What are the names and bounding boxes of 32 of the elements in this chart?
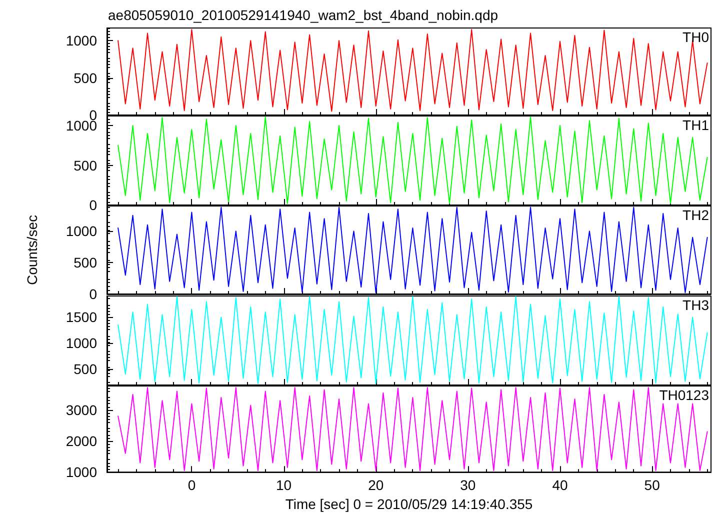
x-tick-label: 10 <box>276 477 292 494</box>
x-tick-label: 20 <box>368 477 384 494</box>
x-axis-title: Time [sec] 0 = 2010/05/29 14:19:40.355 <box>285 496 533 512</box>
chart-title: ae805059010_20100529141940_wam2_bst_4band_nobin.qdp <box>108 7 498 23</box>
y-tick-label: 2000 <box>66 433 98 450</box>
x-tick-label: 30 <box>460 477 476 494</box>
y-tick-label: 500 <box>74 360 98 377</box>
series-label: TH2 <box>682 207 710 223</box>
y-tick-label: 1000 <box>66 223 98 240</box>
y-tick-label: 1500 <box>66 309 98 326</box>
y-tick-label: 0 <box>89 286 98 302</box>
line-series <box>118 28 708 112</box>
y-tick-label: 3000 <box>66 402 98 418</box>
y-tick-label: 500 <box>74 70 98 86</box>
y-tick-label: 1000 <box>66 335 98 352</box>
x-tick-label: 40 <box>552 477 568 494</box>
line-series <box>118 296 708 384</box>
series-label: TH1 <box>682 117 710 133</box>
y-tick-label: 500 <box>74 254 98 271</box>
line-series <box>118 116 708 204</box>
x-tick-label: 50 <box>644 477 660 494</box>
y-tick-label: 1000 <box>66 464 98 480</box>
line-series <box>118 206 708 294</box>
y-tick-label: 1000 <box>66 32 98 49</box>
y-tick-label: 500 <box>74 157 98 174</box>
series-label: TH0123 <box>659 387 710 403</box>
series-label: TH0 <box>682 29 710 45</box>
x-tick-label: 0 <box>188 477 196 494</box>
y-axis-title: Counts/sec <box>24 214 40 286</box>
line-series <box>118 387 708 472</box>
series-label: TH3 <box>682 297 710 313</box>
y-tick-label: 0 <box>89 197 98 213</box>
